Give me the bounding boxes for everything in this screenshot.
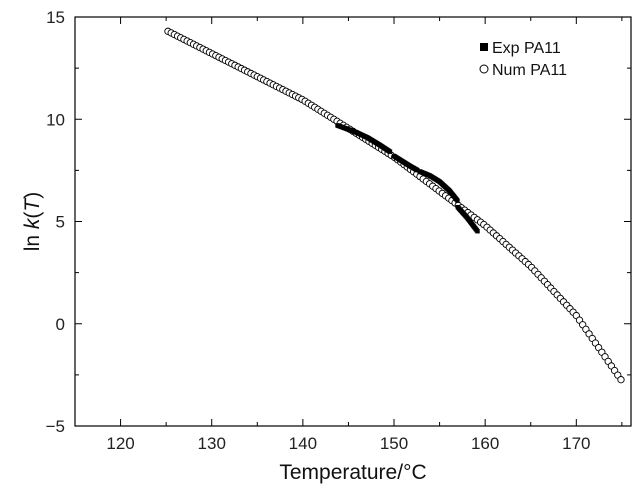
y-axis-title-close: ) [21,192,44,199]
series-num-pa11 [164,27,625,384]
series-exp-pa11 [335,123,480,234]
legend-label-exp-pa11: Exp PA11 [492,40,561,57]
y-tick-label: 10 [46,110,65,129]
x-axis-tick-labels: 120 130 140 150 160 170 [106,434,590,453]
x-tick-label: 170 [562,434,590,453]
data-point-exp-pa11 [387,149,393,154]
y-axis-title: ln k(T) [21,192,44,252]
y-axis-title-func: k [21,217,44,229]
y-axis-title-var: T [21,197,44,212]
x-axis-title: Temperature/°C [279,461,426,484]
y-tick-label: −5 [46,417,65,436]
x-axis-ticks [74,17,623,426]
y-tick-label: 15 [46,8,65,27]
x-tick-label: 160 [471,434,499,453]
y-axis-tick-labels: −5 0 5 10 15 [46,8,65,436]
x-tick-label: 150 [380,434,408,453]
y-axis-ticks [75,16,631,427]
data-point-exp-pa11 [455,198,460,203]
x-tick-label: 120 [106,434,134,453]
legend-label-num-pa11: Num PA11 [492,62,567,79]
y-tick-label: 5 [56,213,65,232]
legend: Exp PA11 Num PA11 [479,40,567,79]
x-tick-label: 140 [289,434,317,453]
data-point-exp-pa11 [475,229,480,234]
y-axis-title-prefix: ln [21,229,44,251]
legend-marker-exp-pa11 [480,43,488,51]
x-tick-label: 130 [198,434,226,453]
y-axis-title-open: ( [21,212,44,219]
y-tick-label: 0 [56,315,65,334]
data-point-num-pa11 [617,376,625,384]
legend-marker-num-pa11 [479,64,489,74]
